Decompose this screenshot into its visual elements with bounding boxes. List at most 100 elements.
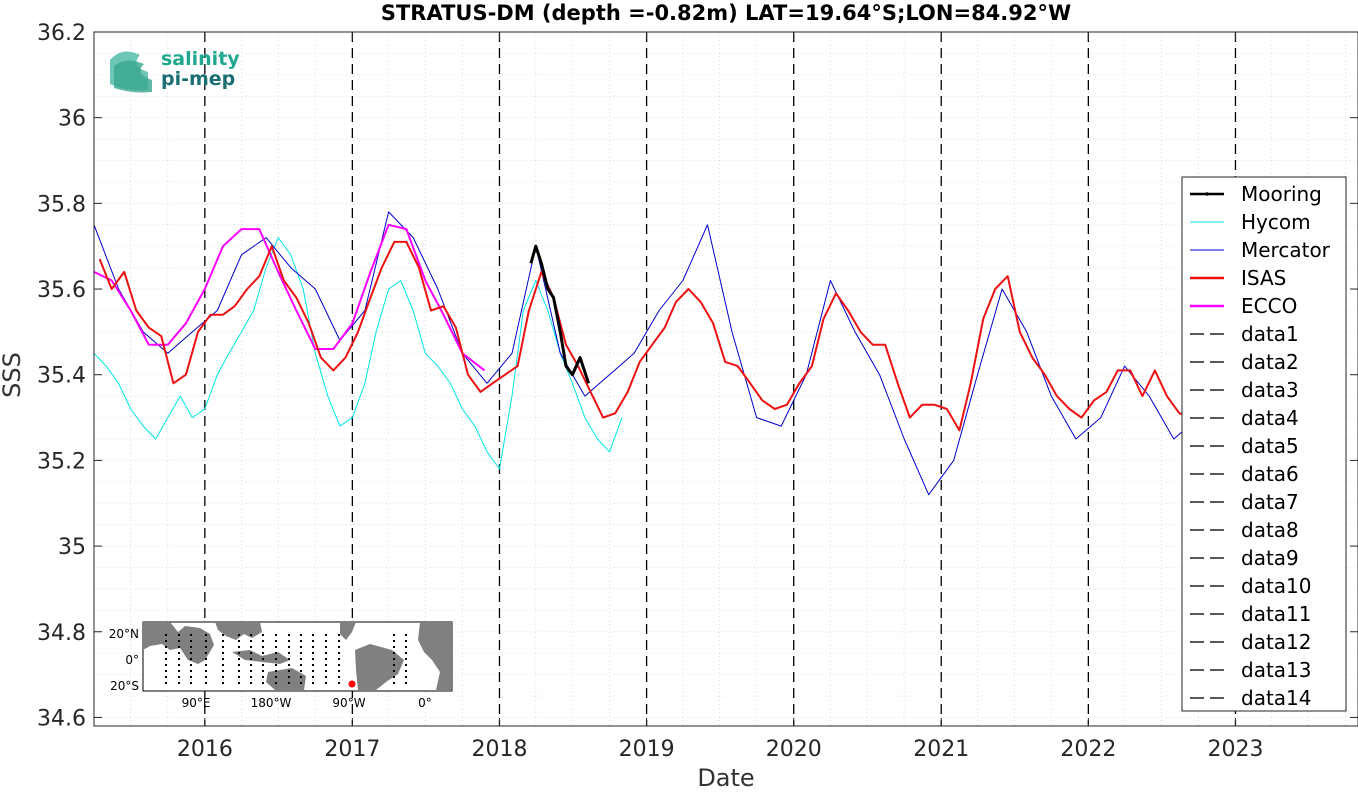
inset-map-mooring-dot (178, 658, 180, 660)
inset-map-mooring-dot (250, 640, 252, 642)
inset-map-land-africa (143, 622, 214, 664)
inset-map-mooring-dot (222, 646, 224, 648)
inset-map-mooring-dot (288, 634, 290, 636)
inset-map-mooring-dot (312, 682, 314, 684)
inset-map-mooring-dot (312, 664, 314, 666)
inset-map-mooring-dot (238, 646, 240, 648)
inset-map-mooring-dot (178, 652, 180, 654)
inset-map-mooring-dot (178, 682, 180, 684)
inset-map-mooring-dot (262, 658, 264, 660)
inset-map-mooring-dot (165, 640, 167, 642)
legend-label-data11: data11 (1241, 602, 1312, 626)
inset-map-mooring-dot (325, 634, 327, 636)
inset-map-mooring-dot (165, 658, 167, 660)
series-line-mooring (529, 244, 591, 384)
inset-map-mooring-dot (205, 682, 207, 684)
inset-map-mooring-dot (178, 634, 180, 636)
legend-label-data12: data12 (1241, 630, 1312, 654)
inset-map-mooring-dot (250, 634, 252, 636)
legend-swatch-marker (1205, 192, 1209, 196)
inset-map-mooring-dot (338, 646, 340, 648)
inset-map-mooring-dot (250, 658, 252, 660)
inset-map-mooring-dot (312, 652, 314, 654)
inset-map-mooring-dot (288, 664, 290, 666)
y-tick-label: 35.8 (37, 192, 86, 217)
grid (93, 31, 1358, 726)
inset-map-mooring-dot (238, 664, 240, 666)
inset-map-mooring-dot (262, 652, 264, 654)
inset-map-mooring-dot (222, 652, 224, 654)
legend-label-data3: data3 (1241, 378, 1299, 402)
x-tick-label: 2017 (324, 737, 380, 762)
x-ticks: 2016 2017 2018 2019 2020 2021 2022 2023 (177, 32, 1263, 762)
inset-map-mooring-dot (262, 634, 264, 636)
inset-map-mooring-dot (238, 634, 240, 636)
inset-map-mooring-dot (405, 664, 407, 666)
inset-map-mooring-dot (325, 658, 327, 660)
inset-map-mooring-dot (190, 658, 192, 660)
legend-label-data5: data5 (1241, 434, 1299, 458)
inset-map-mooring-dot (325, 676, 327, 678)
y-tick-label: 34.8 (37, 621, 86, 646)
legend-label-mooring: Mooring (1241, 182, 1322, 206)
inset-map-mooring-dot (275, 652, 277, 654)
inset-map-mooring-dot (312, 676, 314, 678)
legend-label-data4: data4 (1241, 406, 1299, 430)
inset-map-mooring-dot (190, 646, 192, 648)
inset-map-mooring-dot (300, 658, 302, 660)
series-line-mercator (94, 211, 1346, 496)
vertical-year-lines (204, 32, 1237, 726)
inset-map-mooring-dot (312, 640, 314, 642)
inset-map-mooring-dot (405, 682, 407, 684)
inset-map-station-marker (348, 680, 356, 688)
inset-map-mooring-dot (338, 664, 340, 666)
legend-label-ecco: ECCO (1241, 294, 1297, 318)
inset-map-mooring-dot (275, 676, 277, 678)
y-tick-label: 35.6 (37, 278, 86, 303)
inset-map-mooring-dot (275, 682, 277, 684)
inset-map-mooring-dot (262, 682, 264, 684)
inset-map-mooring-dot (262, 646, 264, 648)
inset-map-mooring-dot (300, 676, 302, 678)
inset-map-mooring-dot (205, 646, 207, 648)
inset-map-mooring-dot (325, 664, 327, 666)
y-axis-label: SSS (0, 352, 26, 398)
inset-map-mooring-dot (238, 652, 240, 654)
inset-map-mooring-dot (393, 682, 395, 684)
legend-entries: Mooring Hycom Mercator ISAS ECCO data1 data2 da… (1190, 182, 1331, 710)
x-tick-label: 2020 (766, 737, 822, 762)
inset-map-mooring-dot (338, 682, 340, 684)
legend-label-data13: data13 (1241, 658, 1312, 682)
y-tick-label: 36.2 (37, 21, 86, 46)
legend-label-mercator: Mercator (1241, 238, 1331, 262)
inset-map-mooring-dot (262, 670, 264, 672)
inset-map-mooring-dot (222, 664, 224, 666)
legend-label-data2: data2 (1241, 350, 1299, 374)
x-tick-label: 2023 (1207, 737, 1263, 762)
legend-label-data8: data8 (1241, 518, 1299, 542)
inset-map-mooring-dot (222, 658, 224, 660)
inset-map-mooring-dot (250, 676, 252, 678)
series-line-hycom (94, 237, 623, 470)
inset-map-land-central-america (340, 622, 356, 640)
inset-map-mooring-dot (250, 652, 252, 654)
inset-map-mooring-dot (205, 676, 207, 678)
logo-line2: pi-mep (161, 68, 235, 90)
inset-map-mooring-dot (325, 682, 327, 684)
inset-map-mooring-dot (288, 652, 290, 654)
inset-map-mooring-dot (338, 640, 340, 642)
inset-map-mooring-dot (250, 646, 252, 648)
inset-map-mooring-dot (325, 652, 327, 654)
inset-map-mooring-dot (275, 670, 277, 672)
inset-map-mooring-dot (393, 646, 395, 648)
inset-map-mooring-dot (288, 682, 290, 684)
inset-map-mooring-dot (405, 676, 407, 678)
legend-label-data9: data9 (1241, 546, 1299, 570)
inset-map-mooring-dot (205, 664, 207, 666)
inset-lat-label-20n: 20°N (109, 627, 139, 641)
inset-map-mooring-dot (338, 670, 340, 672)
inset-map-mooring-dot (262, 640, 264, 642)
inset-map-mooring-dot (178, 670, 180, 672)
inset-map-mooring-dot (405, 634, 407, 636)
